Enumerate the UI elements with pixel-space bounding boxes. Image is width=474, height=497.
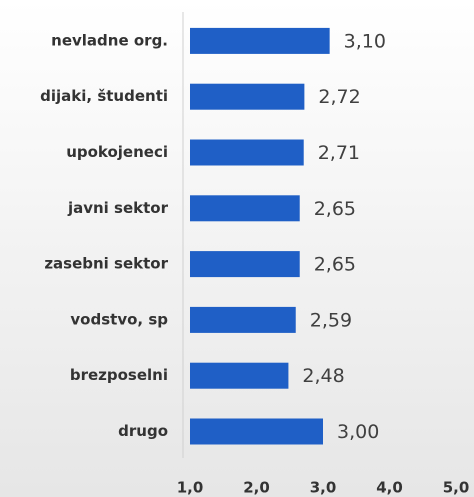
bar (190, 251, 300, 278)
x-tick-label: 2,0 (243, 479, 270, 497)
y-tick-label: zasebni sektor (44, 255, 168, 273)
bar (190, 27, 330, 54)
value-label: 2,71 (318, 142, 360, 164)
bar (190, 362, 289, 389)
value-label: 2,59 (310, 309, 352, 331)
y-tick-label: upokojeneci (66, 143, 168, 161)
x-tick-label: 3,0 (310, 479, 337, 497)
y-tick-label: vodstvo, sp (70, 310, 168, 328)
value-label: 3,10 (344, 30, 386, 52)
x-tick-label: 4,0 (376, 479, 403, 497)
bar (190, 418, 323, 445)
value-label: 2,48 (302, 365, 344, 387)
x-tick-label: 1,0 (177, 479, 204, 497)
bar (190, 83, 305, 110)
bar (190, 195, 300, 222)
value-label: 2,72 (318, 86, 360, 108)
value-label: 2,65 (314, 254, 356, 276)
value-label: 3,00 (337, 421, 379, 443)
bar (190, 139, 304, 166)
y-tick-label: dijaki, študenti (40, 87, 168, 105)
y-tick-label: brezposelni (70, 366, 168, 384)
y-tick-label: drugo (118, 422, 168, 440)
x-tick-label: 5,0 (443, 479, 470, 497)
value-label: 2,65 (314, 198, 356, 220)
y-tick-label: javni sektor (67, 199, 169, 217)
y-tick-label: nevladne org. (51, 31, 168, 49)
bar (190, 306, 296, 333)
